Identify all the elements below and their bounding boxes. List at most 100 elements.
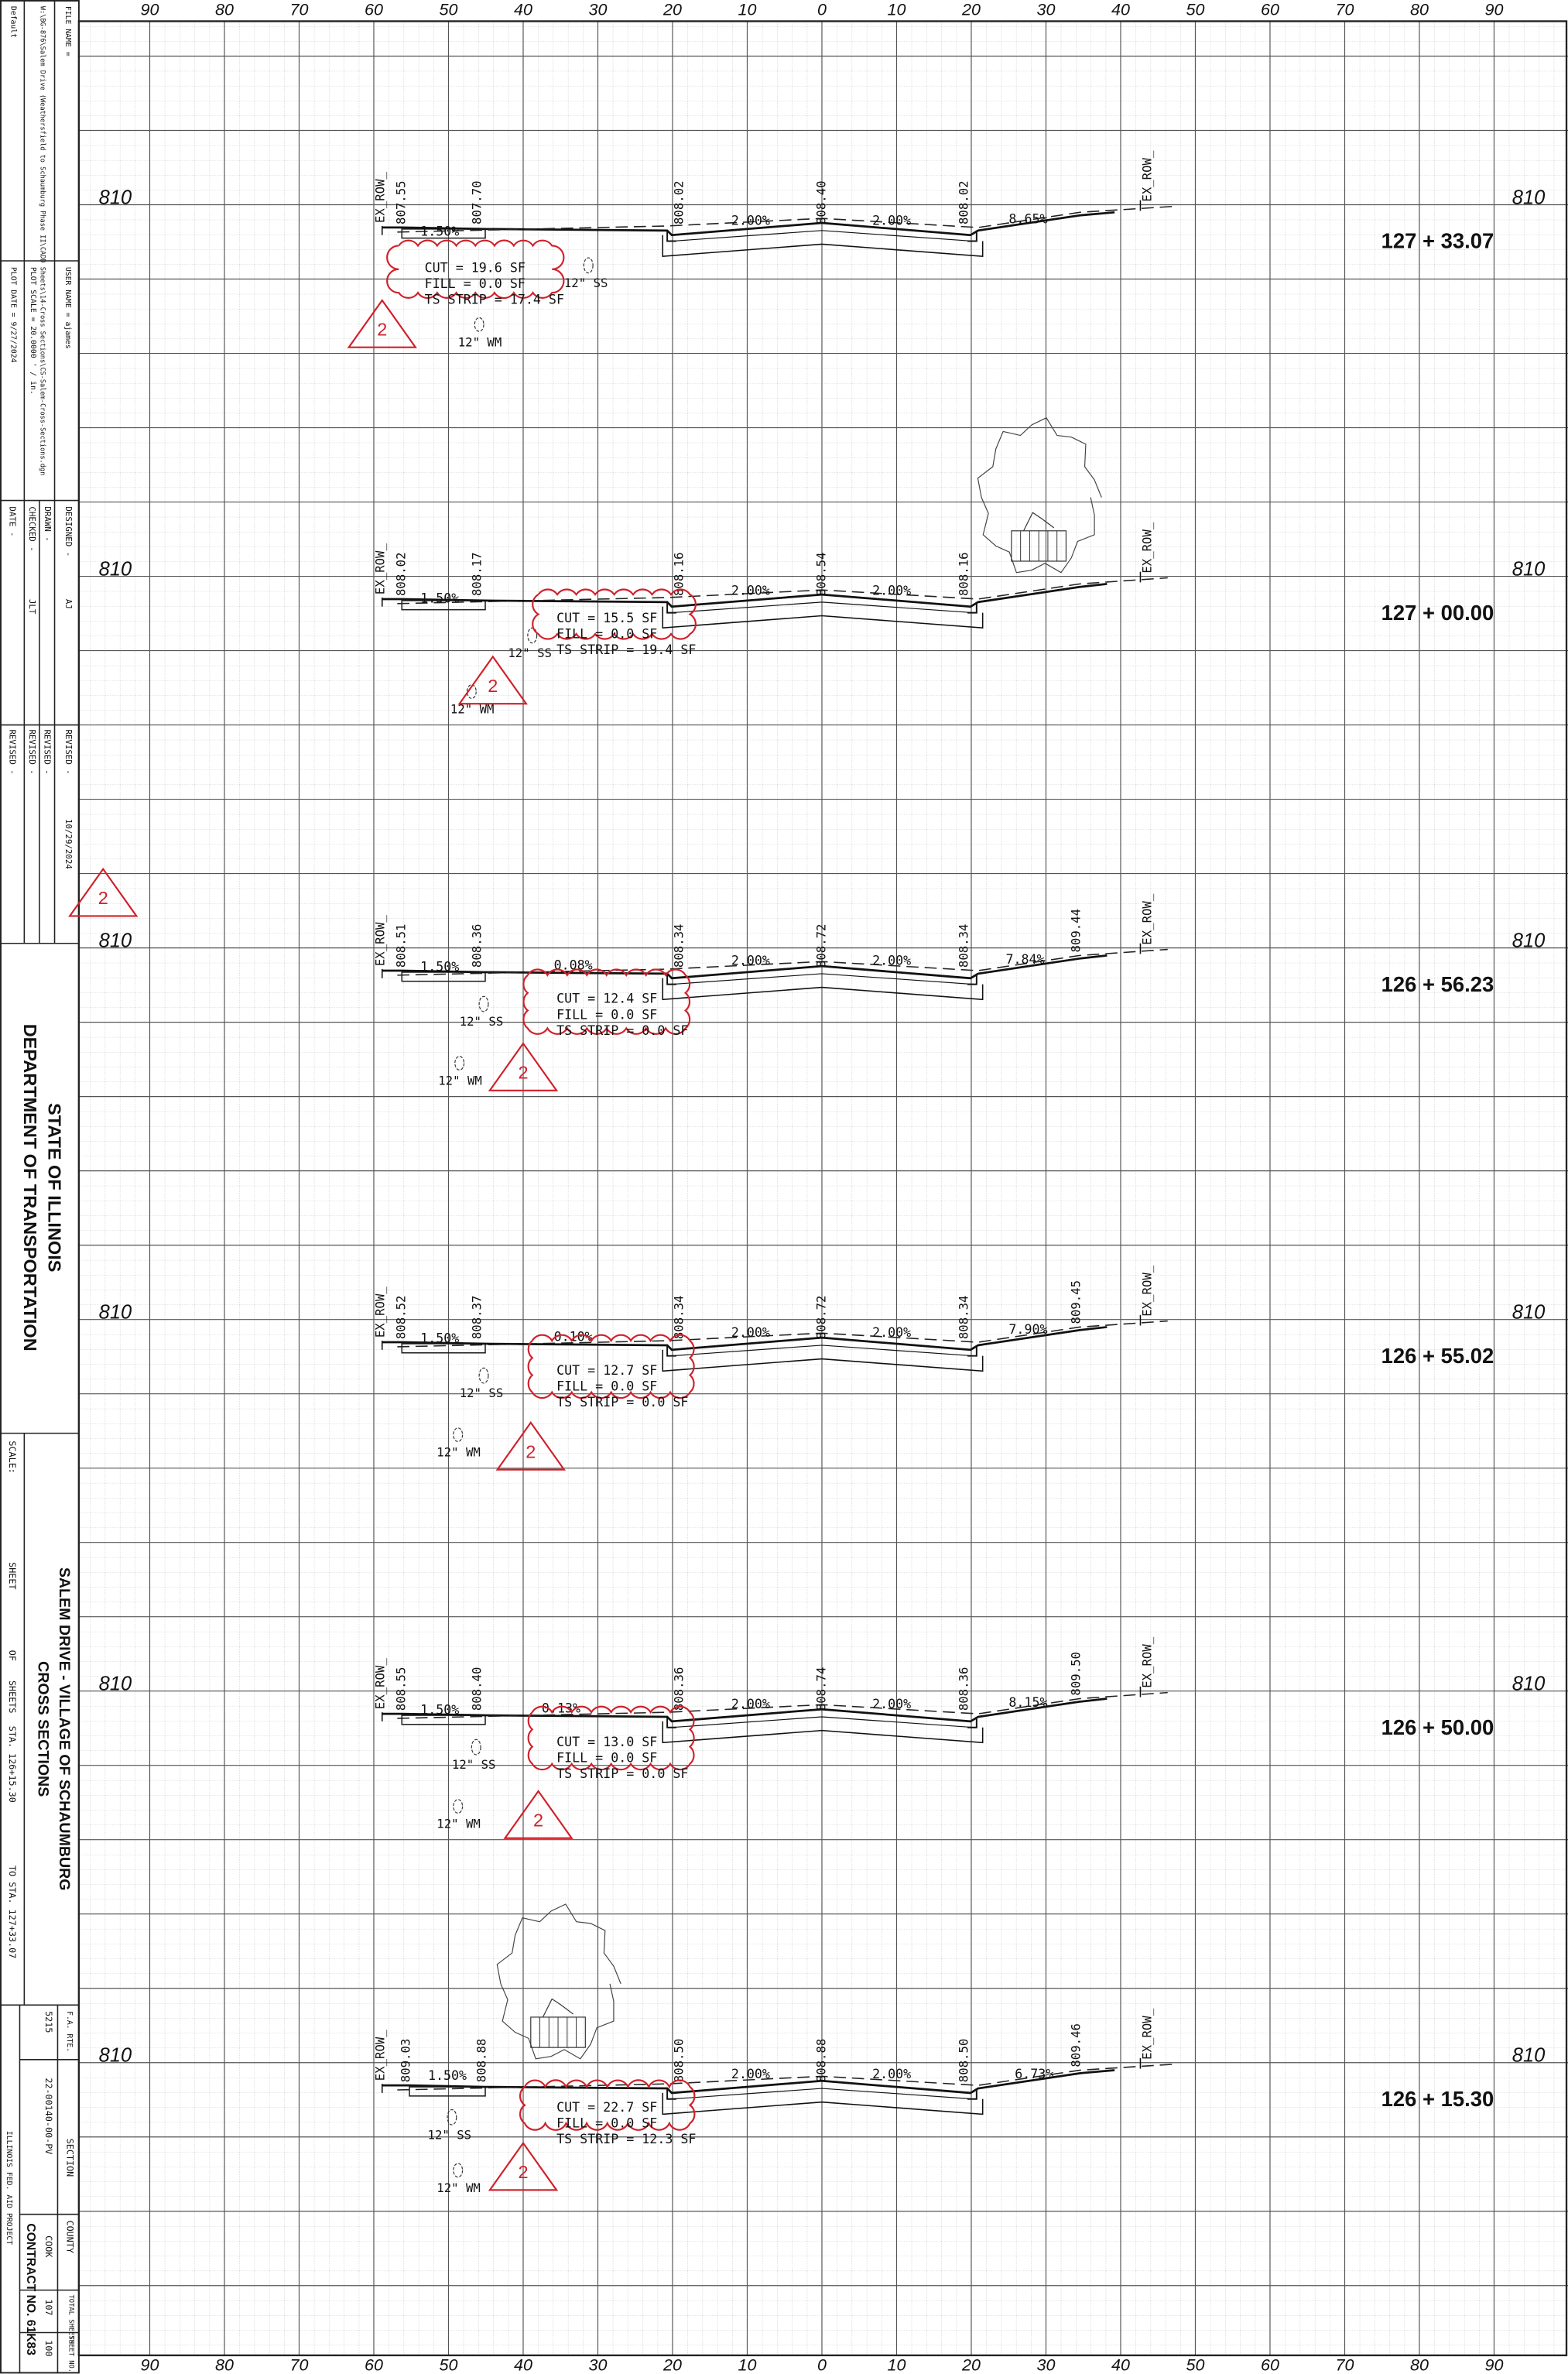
axis-label: 40 [514,2355,532,2374]
grade-label: 810 [99,1673,132,1695]
title-block-heading: CROSS SECTIONS [35,1661,52,1797]
axis-label: 50 [1186,0,1204,19]
revision-triangle [457,655,528,705]
elevation-label: 808.17 [470,552,484,596]
existing-ground [397,2063,1176,2091]
axis-label: 0 [817,2355,827,2374]
axis-label: 60 [1261,0,1279,19]
axis-label: 20 [961,2355,981,2374]
pavement-bottom [662,978,984,1001]
tree-canopy [496,1903,621,2060]
title-block-text: 100 [43,2340,54,2356]
title-block-text: TO STA. 127+33.07 [7,1865,18,1958]
existing-ground [397,1691,1168,1719]
water-main-pipe [453,1799,464,1814]
elevation-label: 809.46 [1069,2023,1084,2067]
utility-label: 12" WM [437,1817,481,1831]
utility-label: 12" WM [438,1074,482,1088]
axis-label: 80 [1410,0,1429,19]
curb [967,230,977,242]
contract-number: CONTRACT NO. 61K83 [24,2223,37,2355]
axis-label: 80 [215,0,234,19]
curb [666,2088,676,2100]
title-block-text: DATE - [8,506,18,536]
ex-row-label: EX_ROW_ [1140,1636,1155,1688]
axis-label: 40 [1111,0,1130,19]
elevation-label: 808.40 [813,180,828,224]
ex-row-label: EX_ROW_ [372,171,387,223]
title-block-text: REVISED - [63,729,74,774]
title-block-text: COUNTY [65,2221,76,2253]
quantity-label: TS STRIP = 0.0 SF [556,1766,688,1781]
proposed-grade [382,1326,1108,1351]
axis-label: 30 [589,0,608,19]
elevation-label: 808.72 [813,924,828,968]
axis-label: 70 [1335,0,1354,19]
slope-label: 1.50% [420,1331,459,1346]
title-block-text: CHECKED - [27,506,37,551]
quantity-label: TS STRIP = 17.4 SF [425,292,564,307]
title-block-text: SHEET NO. [67,2335,75,2372]
utility-label: 12" SS [452,1757,496,1772]
pavement-base [671,1716,974,1728]
slope-label: 6.73% [1015,2067,1053,2081]
pavement-bottom [662,606,984,629]
elevation-label: 809.44 [1069,909,1084,953]
elevation-label: 808.16 [671,552,686,596]
title-block-text: 107 [43,2299,54,2315]
elevation-label: 808.02 [671,180,686,224]
grade-label: 810 [1512,930,1546,952]
axis-label: 60 [1261,2355,1279,2374]
title-block-text: DESIGNED - [63,506,74,557]
axis-label: 30 [1036,2355,1055,2374]
axis-label: 20 [662,0,682,19]
tree-canopy [977,417,1102,574]
ex-row-label: EX_ROW_ [1140,150,1155,202]
water-main-pipe [466,684,477,699]
elevation-label: 807.55 [394,180,409,224]
elevation-label: 808.88 [474,2039,489,2083]
utility-label: 12" SS [428,2127,472,2142]
elevation-label: 808.88 [813,2039,828,2083]
title-block-text: SHEET [7,1562,18,1589]
axis-label: 90 [1484,0,1503,19]
axis-label: 10 [738,2355,757,2374]
title-block-text: USER NAME = ajames [63,267,72,349]
revision-cloud [527,1705,695,1771]
elevation-label: 808.50 [957,2039,971,2083]
pavement-bottom [662,2092,984,2115]
pavement-base [671,601,974,614]
title-block-text: 22-00140-00-PV [43,2078,54,2154]
curb [666,230,676,242]
elevation-label: 808.54 [813,552,828,596]
grade-label: 810 [1512,1302,1546,1324]
title-block-text: 5215 [43,2011,54,2033]
slope-label: 2.00% [872,214,911,228]
axis-label: 70 [290,2355,309,2374]
curb [967,1717,977,1728]
quantity-label: FILL = 0.0 SF [425,276,526,291]
title-block-text: PLOT SCALE = 20.0000 ' / in. [29,267,37,395]
quantity-label: CUT = 12.4 SF [556,992,657,1006]
revision-triangle [503,1790,573,1839]
quantity-label: CUT = 12.7 SF [556,1363,657,1378]
minor-grid [78,21,1568,2355]
slope-label: 8.15% [1008,1695,1047,1710]
title-block-text: SCALE: [7,1441,18,1473]
elevation-label: 808.51 [394,924,409,968]
slope-label: 7.84% [1005,952,1044,967]
quantity-label: CUT = 13.0 SF [556,1735,657,1749]
axis-label: 90 [141,0,159,19]
revision-number: 2 [518,2162,528,2182]
existing-ground [397,205,1176,233]
title-block-text: FILE NAME = [63,6,72,57]
elevation-label: 808.02 [394,552,409,596]
slope-label: 0.08% [554,958,593,973]
utility-label: 12" SS [564,276,608,290]
revision-cloud [522,968,691,1035]
axis-label: 70 [1335,2355,1354,2374]
sewer-pipe [471,1739,481,1756]
proposed-grade [382,211,1115,237]
